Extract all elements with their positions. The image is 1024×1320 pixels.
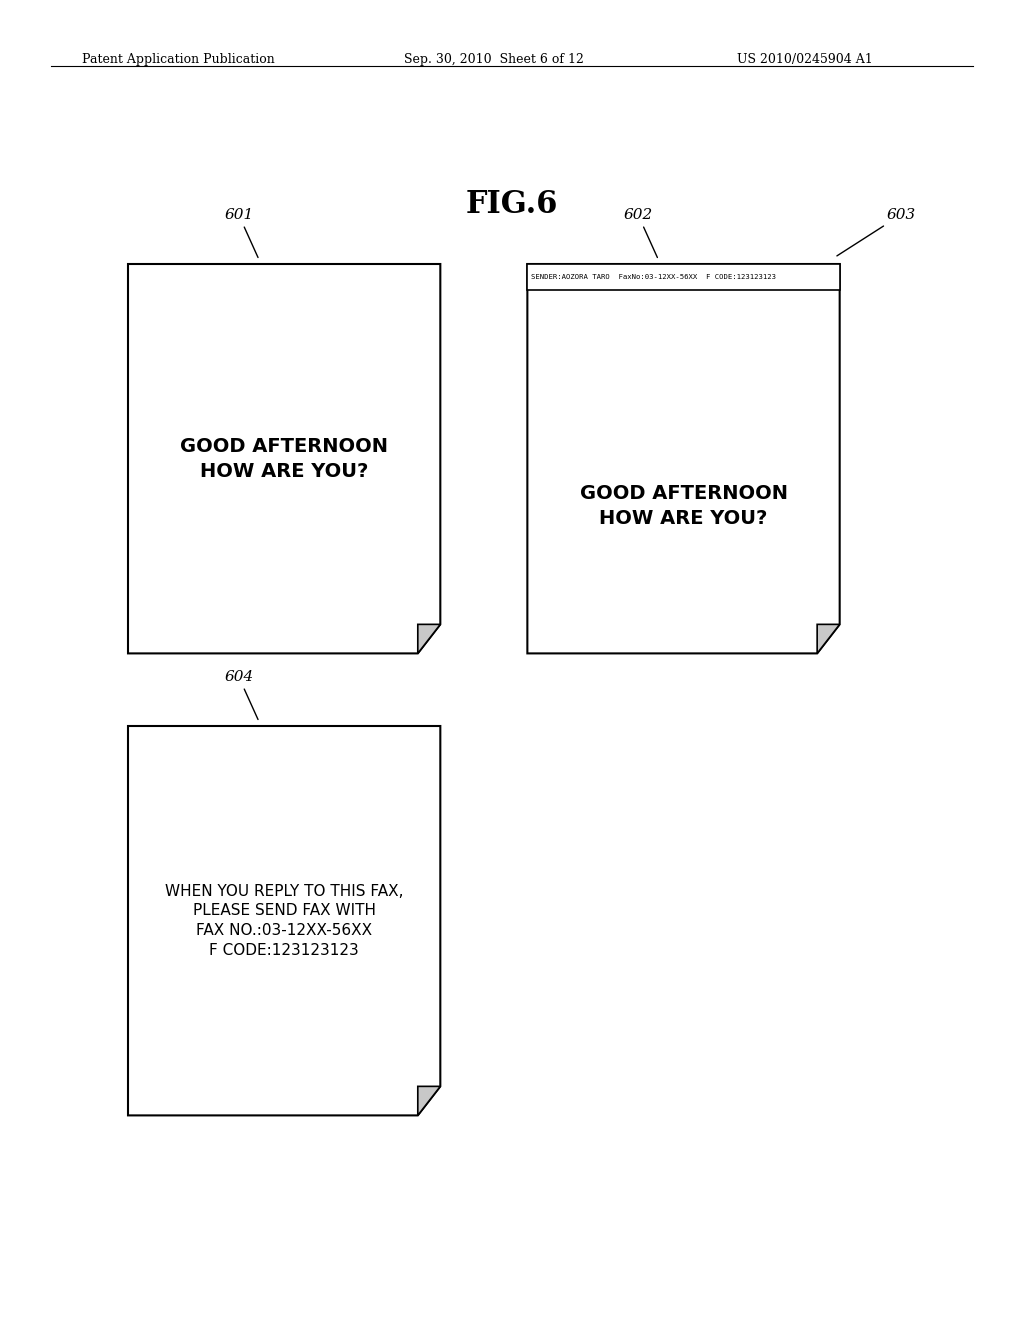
Text: Sep. 30, 2010  Sheet 6 of 12: Sep. 30, 2010 Sheet 6 of 12 (404, 53, 585, 66)
Text: 602: 602 (624, 207, 657, 257)
Polygon shape (418, 624, 440, 653)
Polygon shape (418, 1086, 440, 1115)
Text: PLEASE SEND FAX WITH: PLEASE SEND FAX WITH (193, 903, 376, 919)
Text: F CODE:123123123: F CODE:123123123 (209, 942, 359, 957)
Polygon shape (128, 726, 440, 1115)
Text: US 2010/0245904 A1: US 2010/0245904 A1 (737, 53, 873, 66)
Polygon shape (527, 264, 840, 653)
Bar (527, 264, 840, 290)
Text: FIG.6: FIG.6 (466, 189, 558, 220)
Polygon shape (128, 264, 440, 653)
Text: Patent Application Publication: Patent Application Publication (82, 53, 274, 66)
Polygon shape (817, 624, 840, 653)
Text: GOOD AFTERNOON: GOOD AFTERNOON (580, 483, 787, 503)
Text: GOOD AFTERNOON: GOOD AFTERNOON (180, 437, 388, 455)
Text: HOW ARE YOU?: HOW ARE YOU? (599, 508, 768, 528)
Text: WHEN YOU REPLY TO THIS FAX,: WHEN YOU REPLY TO THIS FAX, (165, 884, 403, 899)
Text: 601: 601 (224, 207, 258, 257)
Text: 603: 603 (837, 207, 915, 256)
Text: 604: 604 (224, 669, 258, 719)
Text: SENDER:AOZORA TARO  FaxNo:03-12XX-56XX  F CODE:123123123: SENDER:AOZORA TARO FaxNo:03-12XX-56XX F … (531, 275, 776, 280)
Text: HOW ARE YOU?: HOW ARE YOU? (200, 462, 369, 480)
Text: FAX NO.:03-12XX-56XX: FAX NO.:03-12XX-56XX (197, 923, 372, 939)
